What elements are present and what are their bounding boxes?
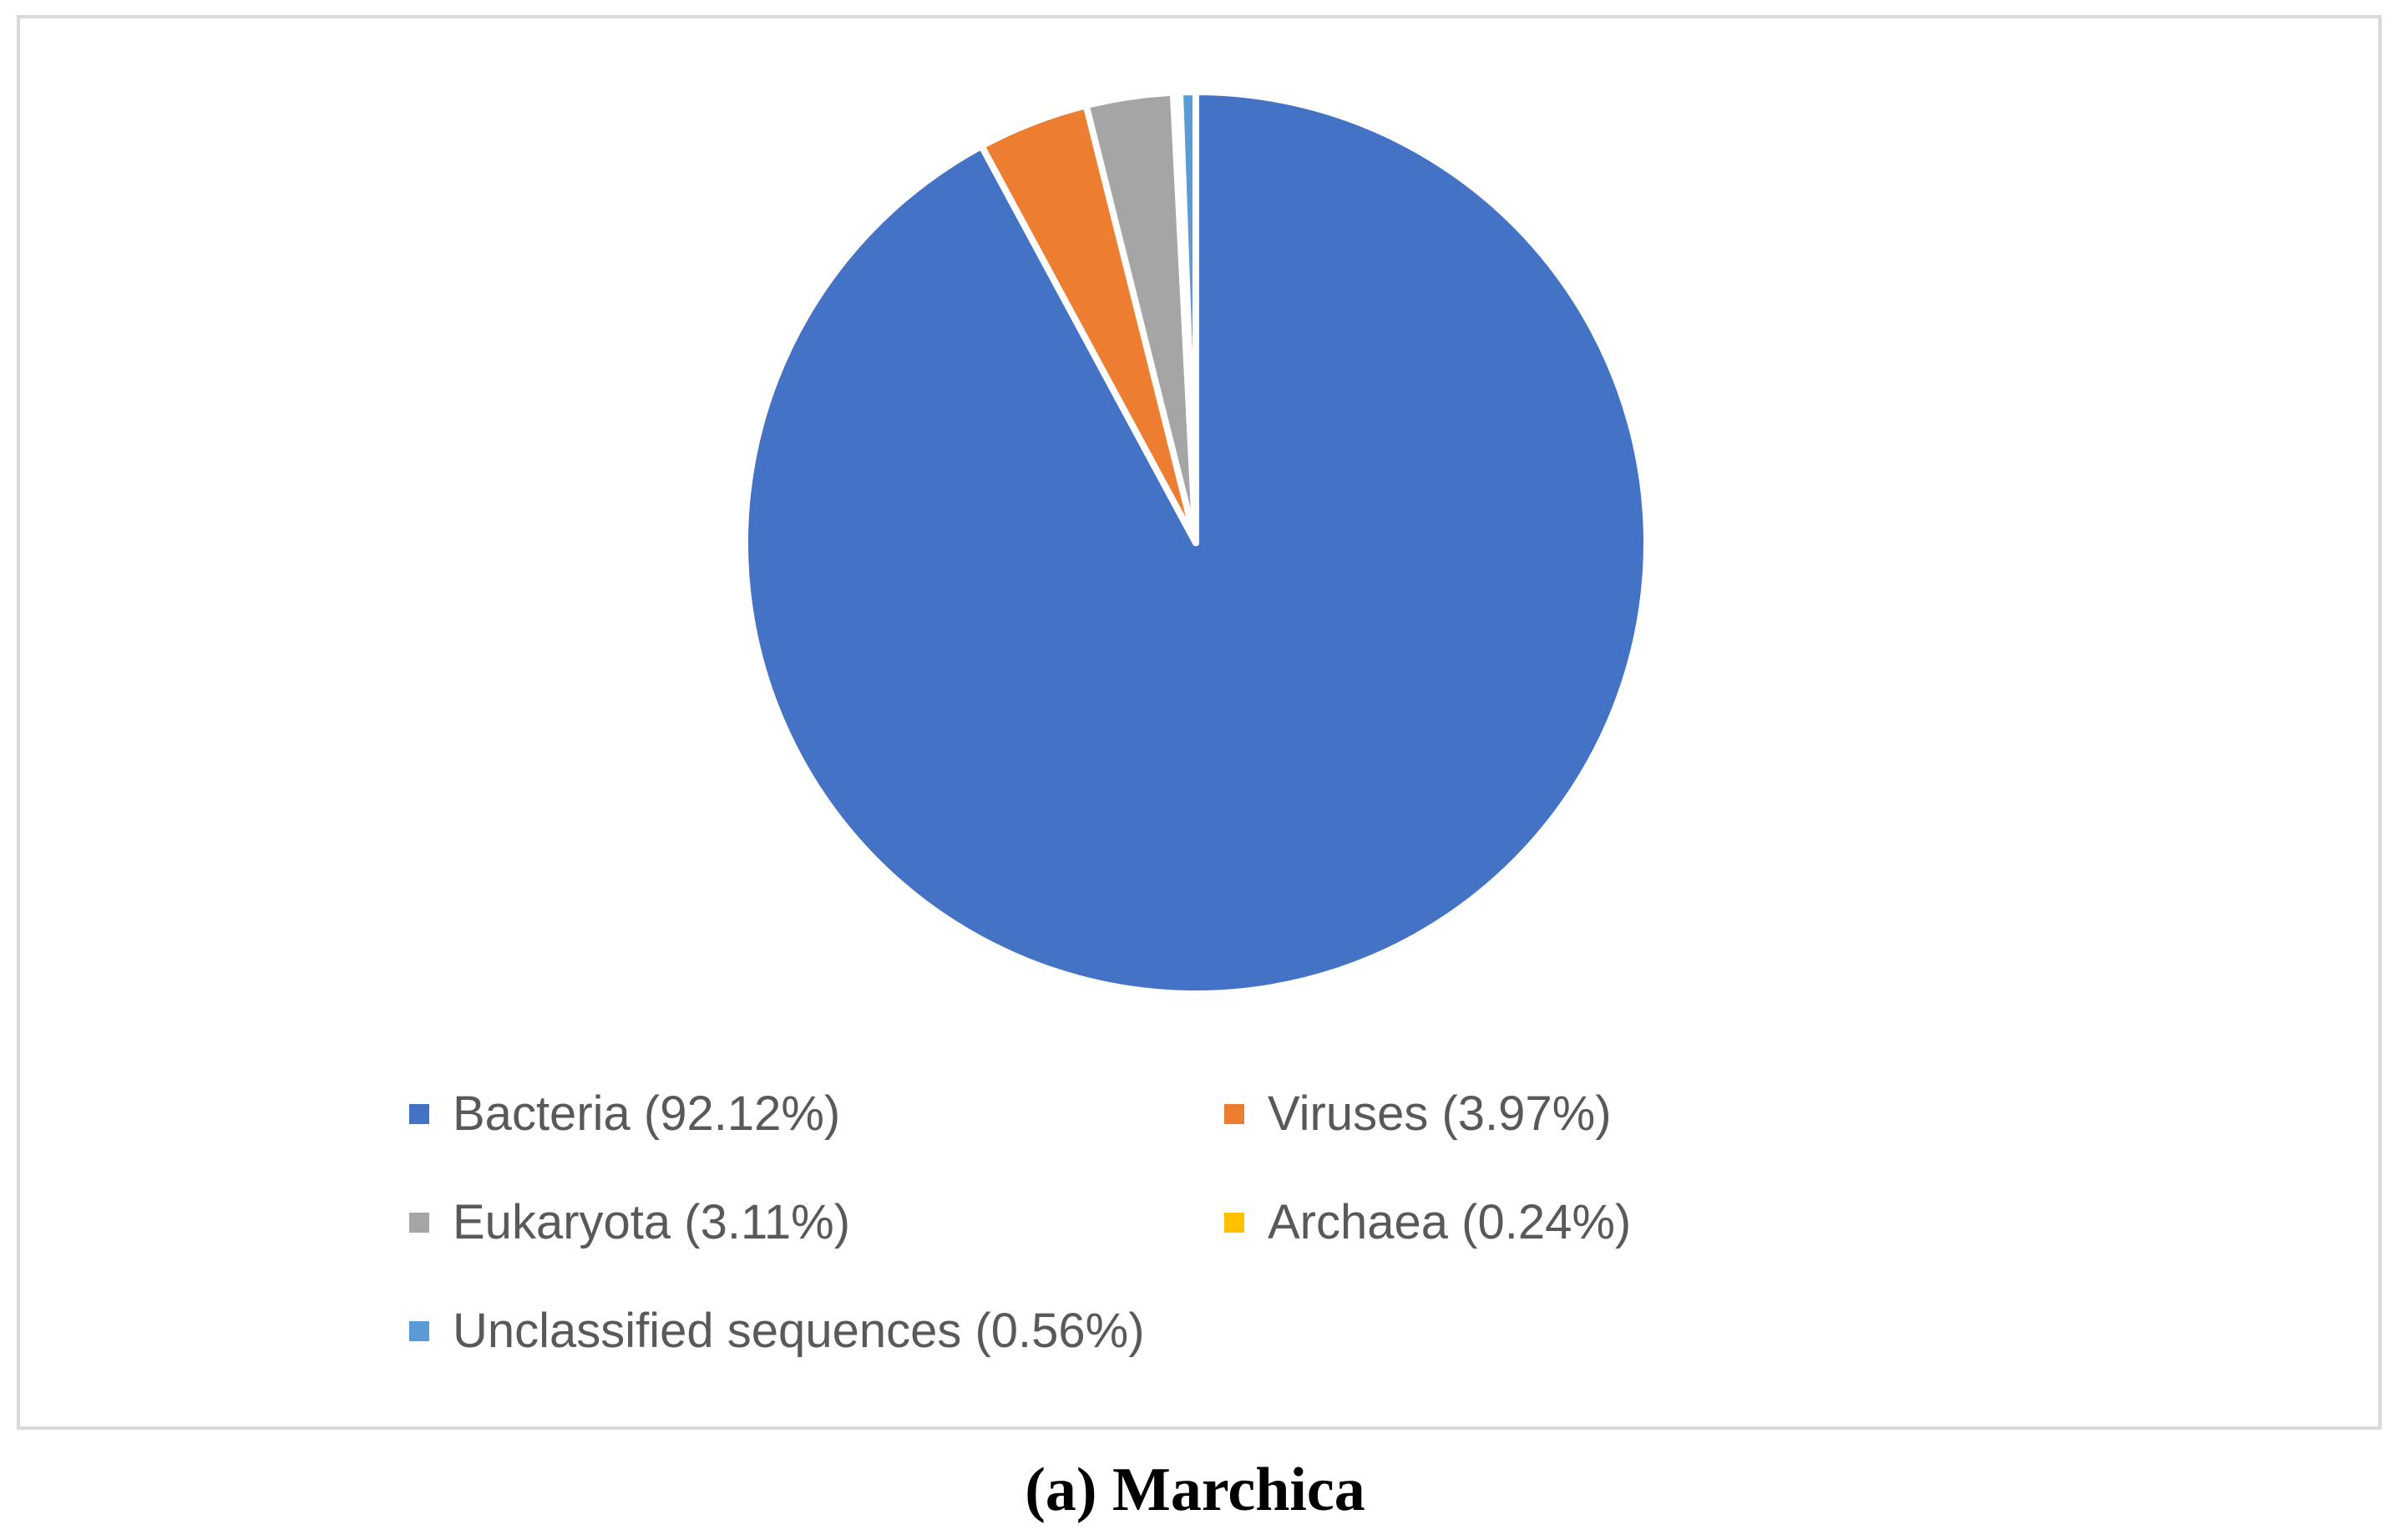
legend-swatch-archaea: [1224, 1212, 1244, 1233]
pie-slice-unclassified: [1177, 88, 1199, 546]
legend-label-archaea: Archaea (0.24%): [1268, 1195, 1632, 1249]
figure-caption: (a) Marchica: [0, 1455, 2390, 1526]
caption-panel-label: (a): [1025, 1456, 1097, 1524]
legend-item-unclassified: Unclassified sequences (0.56%): [409, 1303, 1145, 1359]
legend-item-archaea: Archaea (0.24%): [1224, 1194, 1631, 1250]
legend-label-bacteria: Bacteria (92.12%): [453, 1087, 841, 1141]
legend-swatch-unclassified: [409, 1320, 429, 1341]
legend-item-bacteria: Bacteria (92.12%): [409, 1086, 840, 1142]
legend-item-eukaryota: Eukaryota (3.11%): [409, 1194, 850, 1250]
caption-site-name: Marchica: [1112, 1456, 1365, 1524]
legend-swatch-viruses: [1224, 1103, 1244, 1124]
legend-swatch-eukaryota: [409, 1212, 429, 1233]
legend-label-eukaryota: Eukaryota (3.11%): [453, 1195, 851, 1249]
legend-label-viruses: Viruses (3.97%): [1268, 1087, 1612, 1141]
legend-swatch-bacteria: [409, 1103, 429, 1124]
legend-label-unclassified: Unclassified sequences (0.56%): [453, 1304, 1145, 1358]
legend-item-viruses: Viruses (3.97%): [1224, 1086, 1612, 1142]
